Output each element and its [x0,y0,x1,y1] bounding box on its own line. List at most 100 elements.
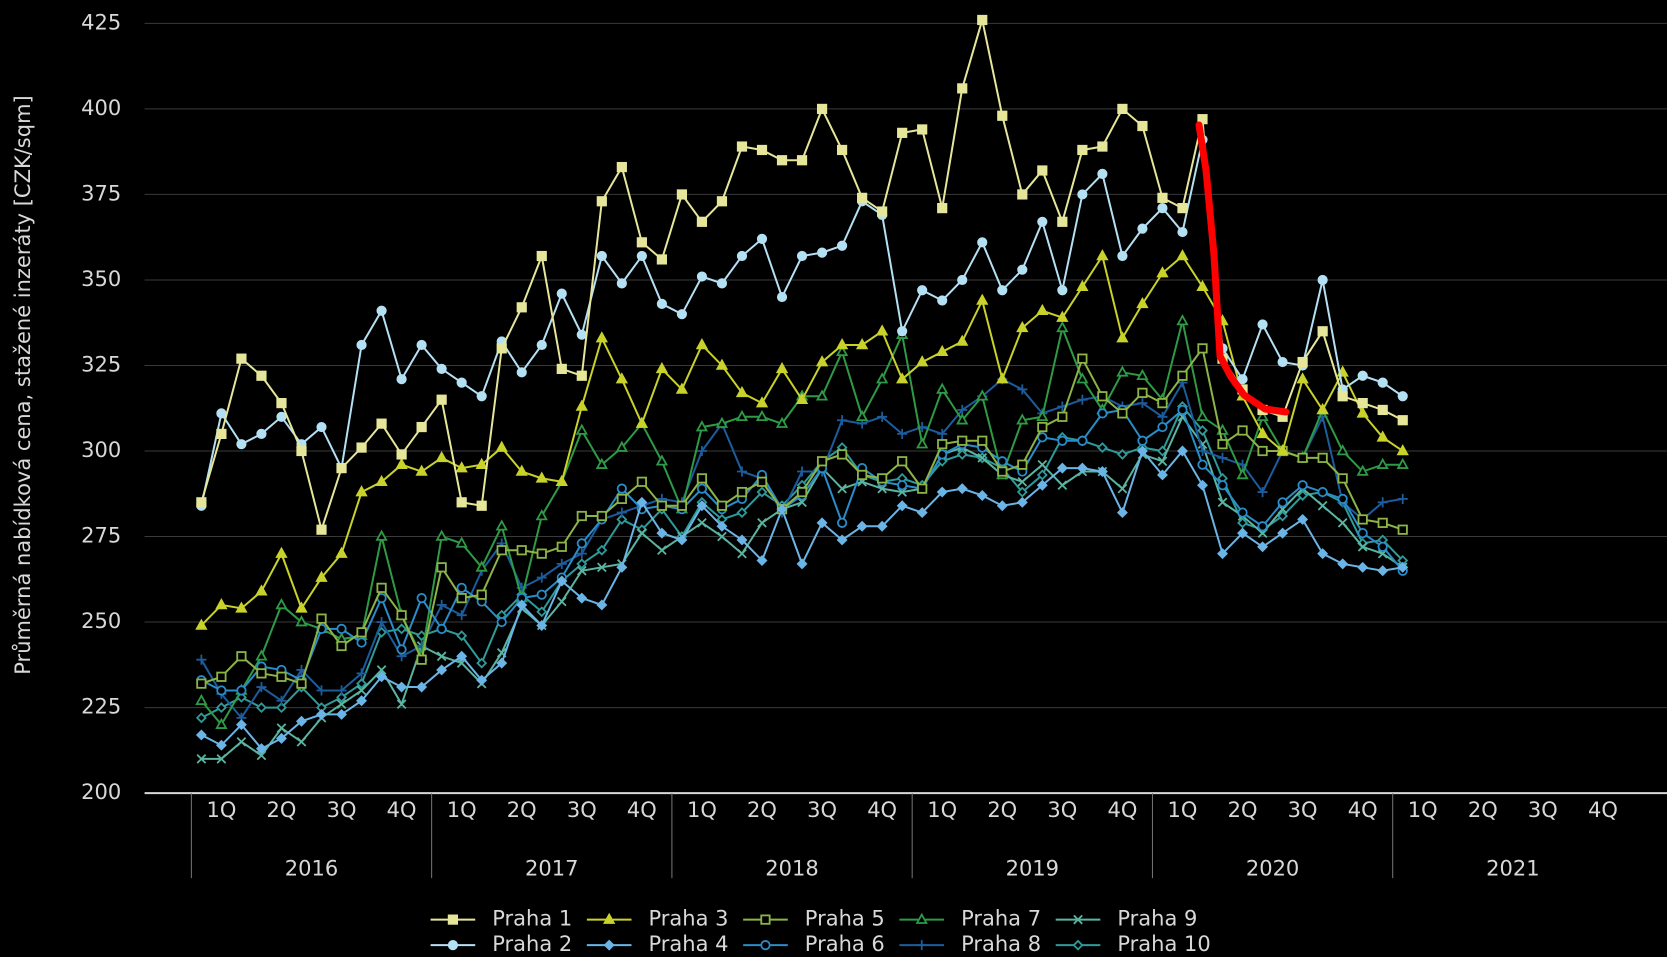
data-point [976,389,989,401]
data-point [435,529,448,541]
data-point [1177,445,1188,457]
data-point [715,358,729,370]
data-point [976,293,989,305]
legend-marker [760,940,771,951]
data-point [476,391,487,402]
data-point [816,247,828,258]
data-point [736,466,748,477]
data-point [555,474,568,487]
data-point [596,544,608,556]
data-point [1096,249,1109,261]
data-point [1037,421,1048,433]
quarter-label: 2Q [1228,798,1258,822]
data-point [1036,303,1049,316]
year-label: 2018 [765,857,818,881]
data-point [977,237,988,248]
data-point [276,411,287,422]
data-point [1177,370,1188,381]
data-point [875,324,889,336]
data-point [255,584,268,596]
data-point [1197,479,1208,491]
data-point [1276,444,1289,456]
legend-label: Praha 8 [961,932,1041,956]
quarter-label: 2Q [987,798,1017,822]
data-point [1197,445,1208,457]
y-tick-label: 350 [81,267,121,291]
data-point [236,651,247,662]
data-point [236,439,247,450]
data-point [276,695,287,706]
data-point [977,453,988,463]
data-point [756,233,768,245]
data-point [456,582,467,593]
data-point [1176,314,1189,326]
data-point [1237,425,1248,436]
data-point [836,240,848,251]
data-point [855,338,869,350]
legend-label: Praha 9 [1117,907,1197,931]
data-point [395,457,408,469]
data-point [256,428,267,440]
data-point [396,374,407,385]
quarter-label: 2Q [1468,798,1498,822]
data-point [976,490,988,501]
data-point [636,237,647,248]
data-point [476,500,487,511]
data-point [1197,343,1208,354]
data-point [576,370,587,381]
quarter-label: 2Q [747,798,777,822]
data-point [1197,459,1208,470]
data-point [795,392,809,404]
data-point [1197,114,1208,125]
data-point [716,196,728,207]
data-point [616,278,627,289]
data-point [857,192,868,203]
data-point [876,520,888,532]
y-tick-label: 300 [81,438,121,462]
data-point [1177,226,1188,238]
data-point [1156,469,1168,481]
data-point [536,589,547,600]
data-point [1156,266,1169,278]
data-point [1357,561,1369,573]
plot-area: 200 225 250 275 300 325 350 375 400 425 2016 1Q 2Q 3Q… [81,10,1667,881]
data-point [1196,409,1209,422]
data-point [356,678,368,690]
data-point [436,651,447,662]
data-point [736,507,748,519]
data-point [815,355,829,367]
quarter-label: 3Q [567,798,597,822]
data-point [456,630,468,642]
data-point [596,196,607,207]
data-point [696,473,708,484]
data-point [1357,398,1368,409]
year-label: 2019 [1006,857,1059,881]
data-point [776,291,788,303]
y-tick-label: 200 [81,780,121,804]
data-point [376,305,387,316]
data-point [755,409,769,422]
data-point [1016,496,1028,508]
data-point [715,416,729,428]
legend-marker [603,912,616,924]
data-point [216,671,227,682]
year-label: 2017 [525,857,578,881]
data-point [476,674,488,686]
data-point [1376,430,1389,442]
data-point [656,254,667,265]
data-point [1297,480,1308,491]
data-point [1036,479,1048,491]
data-point [1077,394,1088,405]
data-point [356,668,367,679]
data-point [1357,541,1368,552]
data-point [1337,473,1348,484]
data-point [997,285,1008,296]
data-point [1257,319,1268,330]
data-point [757,518,767,528]
data-point [216,408,227,419]
data-point [1137,120,1148,132]
data-point [917,483,928,494]
data-point [556,575,568,587]
data-point [816,103,828,115]
data-point [316,685,327,696]
